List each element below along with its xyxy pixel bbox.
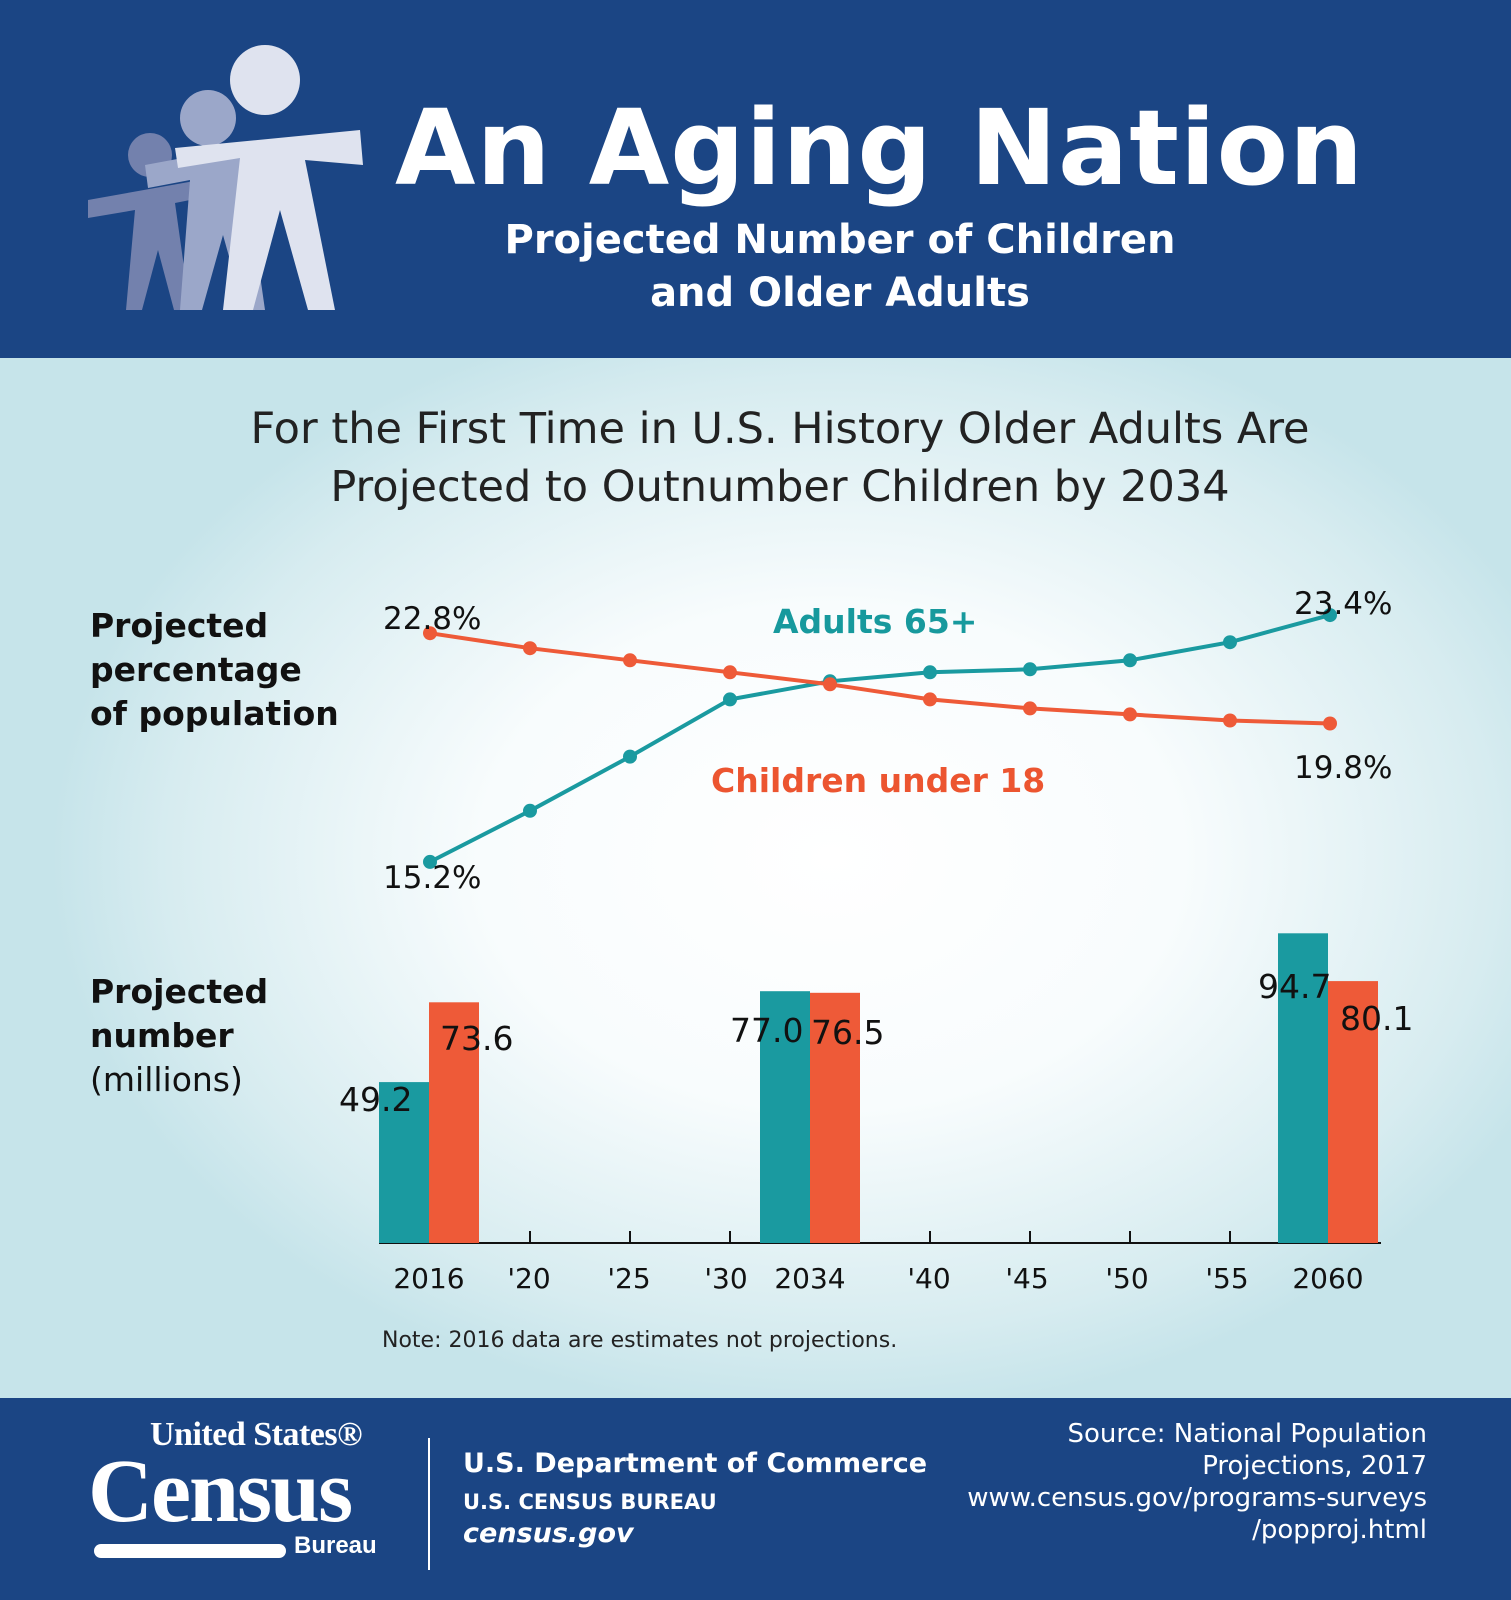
axis-tick-label: '30 [704, 1262, 747, 1295]
line-point-adults [723, 692, 737, 707]
line-chart-label-1: Projected [90, 606, 269, 645]
line-point-children [923, 692, 937, 707]
bar-chart-label-3: (millions) [90, 1060, 243, 1099]
header-banner: An Aging Nation Projected Number of Chil… [0, 0, 1511, 358]
line-chart-label-2: percentage [90, 650, 302, 689]
page-subtitle: Projected Number of Children and Older A… [470, 214, 1210, 320]
line-chart-label: Projected percentage of population [90, 604, 339, 736]
subtitle-line-2: and Older Adults [650, 270, 1030, 316]
source-url-1[interactable]: www.census.gov/programs-surveys [967, 1483, 1427, 1513]
value-label-adults-2016: 15.2% [383, 860, 481, 896]
dept-name: U.S. Department of Commerce [463, 1448, 928, 1479]
line-point-children [823, 677, 837, 692]
footer: United States® Census Bureau U.S. Depart… [0, 1398, 1511, 1600]
census-link[interactable]: census.gov [463, 1518, 634, 1549]
axis-tick-label: '20 [507, 1262, 550, 1295]
page-title: An Aging Nation [395, 87, 1365, 209]
line-point-children [1023, 701, 1037, 716]
headline: For the First Time in U.S. History Older… [140, 400, 1420, 516]
subtitle-line-1: Projected Number of Children [504, 217, 1176, 263]
line-point-adults [1023, 662, 1037, 677]
line-point-adults [1123, 653, 1137, 668]
line-point-children [1323, 716, 1337, 731]
line-point-children [723, 665, 737, 680]
line-point-adults [523, 803, 537, 818]
bar-value-label-children-2060: 80.1 [1340, 999, 1413, 1038]
axis-tick-label: '50 [1105, 1262, 1148, 1295]
line-series-children [429, 631, 1331, 726]
line-point-children [623, 653, 637, 668]
line-point-children [1123, 707, 1137, 722]
source-url-2[interactable]: /popproj.html [1252, 1515, 1427, 1545]
series-label-adults: Adults 65+ [773, 602, 977, 641]
bar-chart-label: Projected number (millions) [90, 970, 268, 1102]
bar-chart-label-2: number [90, 1016, 234, 1055]
line-point-children [523, 641, 537, 656]
line-point-adults [923, 665, 937, 680]
chart-area-background [0, 358, 1511, 1398]
axis-tick-label: '55 [1205, 1262, 1248, 1295]
axis-tick-label: '25 [607, 1262, 650, 1295]
people-figures-icon [88, 45, 363, 310]
axis-tick-label: 2034 [774, 1262, 845, 1295]
chart-note: Note: 2016 data are estimates not projec… [382, 1328, 898, 1353]
line-chart-label-3: of population [90, 694, 339, 733]
source-line-1: Source: National Population [1067, 1419, 1427, 1449]
value-label-children-2060: 19.8% [1294, 750, 1392, 786]
bar-value-label-adults-2016: 49.2 [339, 1080, 412, 1119]
bar-value-label-children-2034: 76.5 [811, 1013, 884, 1052]
line-point-adults [423, 854, 437, 869]
bar-value-label-adults-2060: 94.7 [1258, 967, 1331, 1006]
bar-children-2060 [1328, 981, 1378, 1243]
line-series-adults [429, 613, 1331, 864]
logo-census: Census [88, 1442, 353, 1541]
logo-bureau: Bureau [294, 1532, 377, 1559]
logo-united-states: United States® [150, 1416, 363, 1453]
bar-adults-2060 [1278, 933, 1328, 1243]
bureau-name: U.S. CENSUS BUREAU [463, 1490, 717, 1514]
bar-value-label-adults-2034: 77.0 [730, 1011, 803, 1050]
line-point-adults [1223, 635, 1237, 650]
axis-tick-label: '45 [1005, 1262, 1048, 1295]
headline-line-2: Projected to Outnumber Children by 2034 [330, 462, 1230, 512]
footer-divider [428, 1438, 430, 1570]
bar-children-2016 [429, 1002, 479, 1243]
axis-tick-label: 2060 [1292, 1262, 1363, 1295]
series-label-children: Children under 18 [711, 761, 1045, 800]
headline-line-1: For the First Time in U.S. History Older… [250, 404, 1310, 454]
line-point-children [423, 626, 437, 641]
line-point-children [1223, 713, 1237, 728]
line-point-adults [1323, 608, 1337, 623]
bar-value-label-children-2016: 73.6 [440, 1019, 513, 1058]
bar-adults-2034 [760, 991, 810, 1243]
axis-tick-label: 2016 [393, 1262, 464, 1295]
line-point-adults [623, 749, 637, 764]
bar-chart-label-1: Projected [90, 972, 269, 1011]
bar-adults-2016 [379, 1082, 429, 1243]
logo-underline [94, 1544, 286, 1558]
value-label-adults-2060: 23.4% [1294, 586, 1392, 622]
bar-children-2034 [810, 992, 860, 1243]
axis-tick-label: '40 [907, 1262, 950, 1295]
source-line-2: Projections, 2017 [1202, 1451, 1427, 1481]
value-label-children-2016: 22.8% [383, 601, 481, 637]
source-credit: Source: National Population Projections,… [907, 1418, 1427, 1546]
